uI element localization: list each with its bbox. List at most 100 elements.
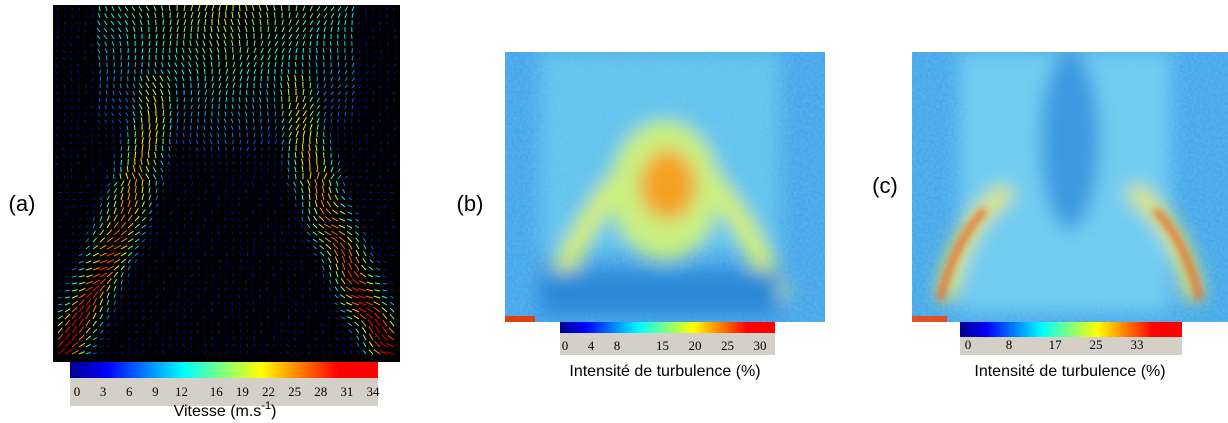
vector xyxy=(85,238,90,243)
vector xyxy=(155,287,159,292)
vector xyxy=(76,133,80,138)
vector xyxy=(160,174,164,180)
vector xyxy=(302,88,305,96)
vector xyxy=(244,189,248,194)
vector xyxy=(358,84,362,89)
vector xyxy=(155,195,159,201)
vector xyxy=(331,224,339,229)
vector xyxy=(132,20,136,26)
vector xyxy=(155,210,160,215)
vector xyxy=(335,336,339,341)
vector xyxy=(106,352,111,355)
vector xyxy=(363,183,367,187)
vector xyxy=(274,26,278,33)
vector xyxy=(120,279,124,285)
vector xyxy=(104,126,108,131)
vector xyxy=(306,239,311,243)
vector xyxy=(148,309,153,313)
vector xyxy=(159,75,164,82)
vector xyxy=(162,116,165,124)
vector xyxy=(188,62,192,68)
panel-label: (c) xyxy=(872,173,898,198)
vector xyxy=(321,350,325,355)
vector xyxy=(259,294,262,299)
vector xyxy=(246,147,249,152)
vector xyxy=(386,168,389,173)
vector xyxy=(232,154,235,159)
vector xyxy=(389,301,395,306)
vector xyxy=(343,350,346,355)
vector xyxy=(204,11,208,19)
vector xyxy=(273,336,276,341)
vector xyxy=(260,231,263,236)
vector xyxy=(286,337,290,341)
vector xyxy=(347,316,353,320)
vector xyxy=(272,273,276,278)
vector xyxy=(174,83,178,89)
vector xyxy=(383,198,388,201)
vector xyxy=(358,56,361,61)
vector xyxy=(323,118,326,124)
vector xyxy=(126,83,129,89)
vector xyxy=(154,12,157,19)
vector xyxy=(78,351,85,355)
vector xyxy=(274,61,277,68)
vector xyxy=(327,193,332,201)
vector xyxy=(238,210,241,215)
vector xyxy=(372,84,375,89)
vector xyxy=(176,33,179,40)
vector xyxy=(329,48,332,54)
vector xyxy=(78,231,82,236)
vector xyxy=(197,104,200,110)
vector xyxy=(104,48,108,54)
vector xyxy=(197,196,201,201)
vector xyxy=(352,278,360,285)
vector xyxy=(344,6,349,12)
vector xyxy=(287,287,290,292)
vector xyxy=(383,191,388,194)
vector xyxy=(152,166,157,173)
vector xyxy=(141,201,145,208)
vector xyxy=(265,259,269,264)
vector xyxy=(351,169,355,173)
vector xyxy=(337,76,341,82)
vector xyxy=(203,224,206,229)
vector xyxy=(92,267,101,271)
vector xyxy=(293,181,297,187)
vector xyxy=(168,175,171,180)
vector xyxy=(330,26,333,33)
vector xyxy=(111,5,115,12)
vector xyxy=(253,140,256,145)
vector xyxy=(245,301,248,306)
vector xyxy=(225,350,228,355)
vector xyxy=(259,350,262,355)
vector xyxy=(182,168,185,173)
vector xyxy=(127,230,134,236)
vector xyxy=(348,329,353,334)
vector xyxy=(141,280,144,285)
vector xyxy=(225,336,228,341)
vector xyxy=(329,272,332,278)
vector xyxy=(339,242,346,250)
vector xyxy=(335,343,339,348)
vector xyxy=(120,323,125,327)
vector xyxy=(110,34,115,40)
vector xyxy=(134,48,137,54)
vector xyxy=(197,281,201,285)
vector xyxy=(300,253,304,257)
vector xyxy=(188,69,192,75)
vector xyxy=(71,184,76,187)
vector xyxy=(103,27,108,33)
vector xyxy=(347,242,353,250)
vector xyxy=(339,210,346,215)
vector xyxy=(315,151,318,159)
vector xyxy=(62,140,66,145)
vector xyxy=(134,178,138,187)
vector xyxy=(78,293,86,299)
vector xyxy=(287,174,290,180)
vector xyxy=(190,273,194,278)
vector xyxy=(237,203,241,208)
vector xyxy=(337,111,340,117)
vector xyxy=(154,151,157,159)
vector xyxy=(258,196,262,201)
